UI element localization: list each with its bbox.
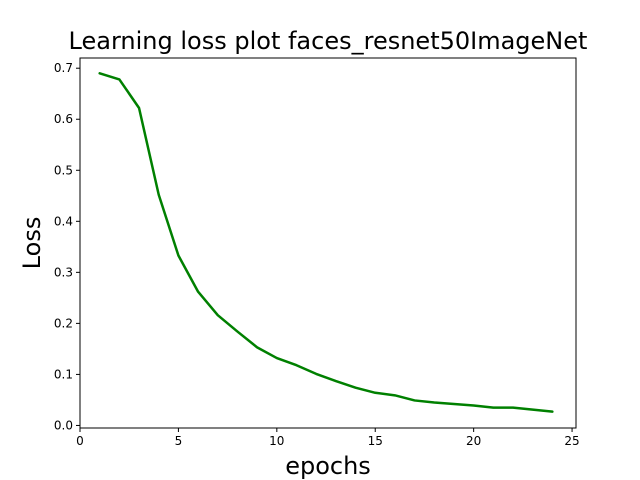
y-axis-ticks: 0.0 0.1 0.2 0.3 0.4 0.5 0.6 0.7 [54, 61, 80, 432]
x-axis-ticks: 0 5 10 15 20 25 [76, 428, 580, 448]
x-axis-label: epochs [285, 452, 371, 480]
y-tick-label: 0.0 [54, 418, 73, 432]
x-tick-label: 5 [175, 434, 183, 448]
x-tick-label: 25 [564, 434, 579, 448]
y-tick-label: 0.4 [54, 214, 73, 228]
y-tick-label: 0.3 [54, 265, 73, 279]
y-tick-label: 0.7 [54, 61, 73, 75]
chart-title: Learning loss plot faces_resnet50ImageNe… [69, 27, 588, 55]
x-tick-label: 10 [269, 434, 284, 448]
y-tick-label: 0.6 [54, 112, 73, 126]
loss-series-line [98, 72, 554, 413]
plot-frame [79, 57, 577, 429]
y-tick-label: 0.5 [54, 163, 73, 177]
y-axis-label: Loss [18, 217, 46, 270]
x-tick-label: 0 [76, 434, 84, 448]
y-tick-label: 0.1 [54, 367, 73, 381]
x-tick-label: 15 [368, 434, 383, 448]
y-tick-label: 0.2 [54, 316, 73, 330]
x-tick-label: 20 [466, 434, 481, 448]
